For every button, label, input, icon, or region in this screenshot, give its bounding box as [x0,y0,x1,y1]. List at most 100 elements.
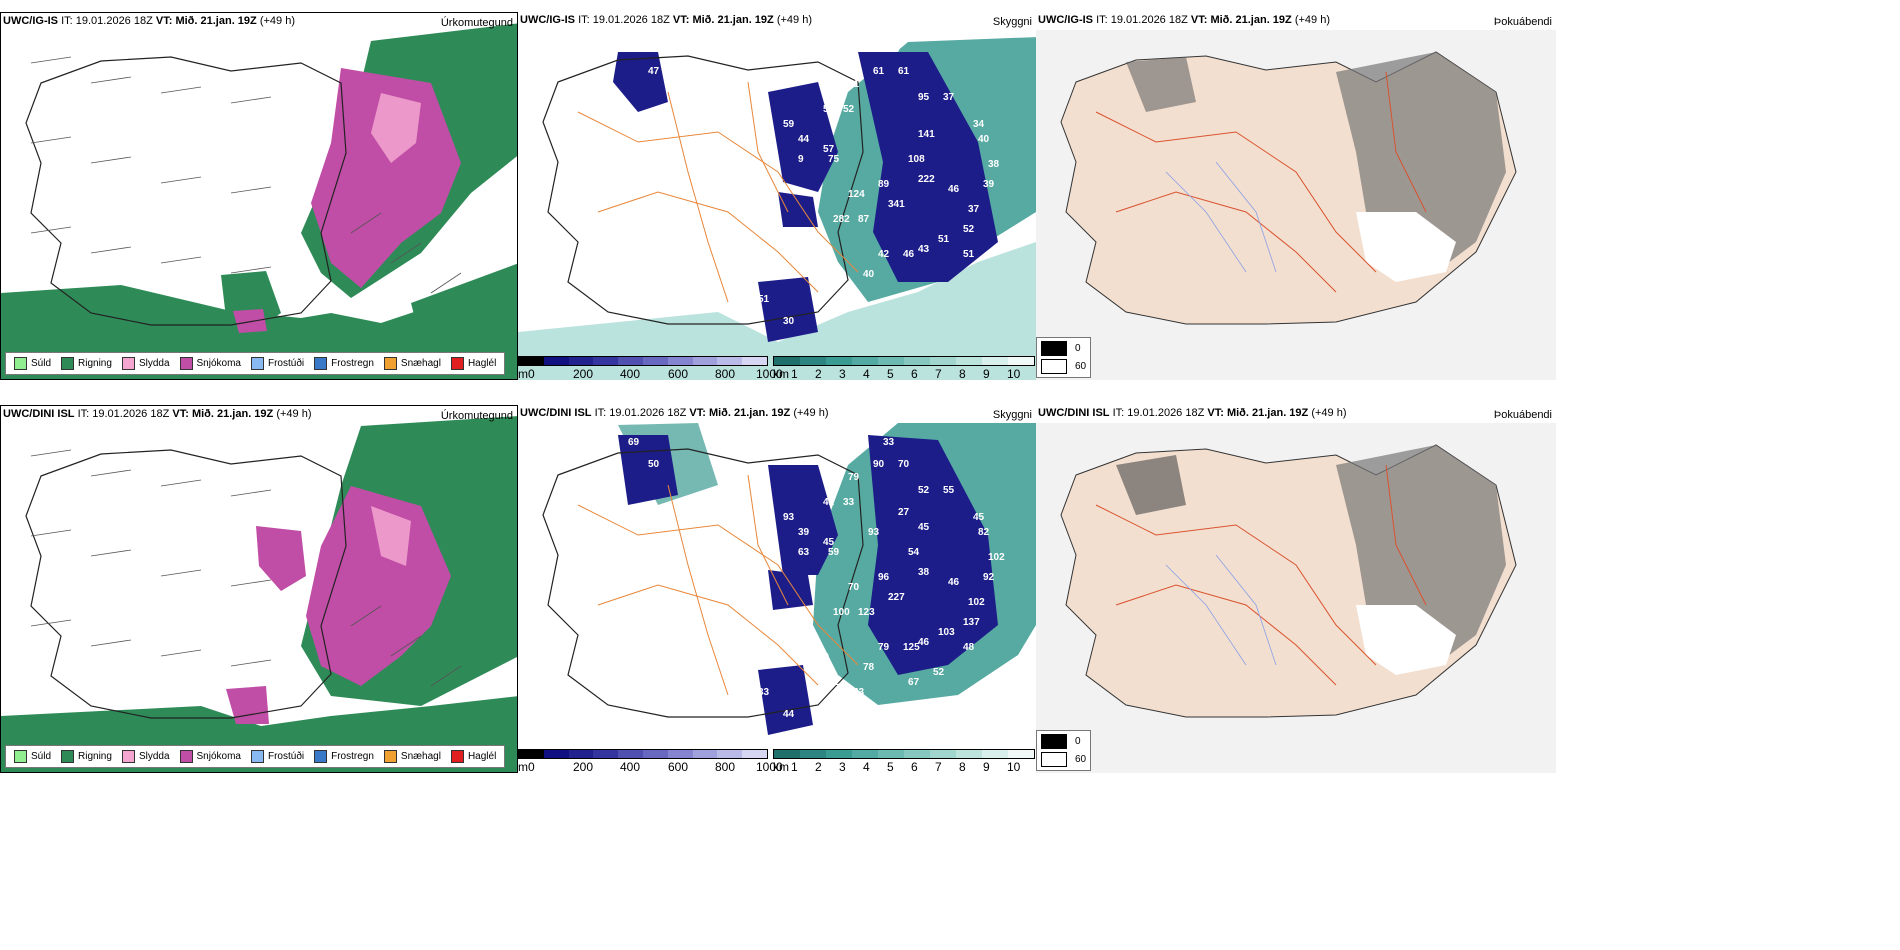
panel-title: Úrkomutegund [440,410,513,422]
legend-item: Frostregn [314,750,374,763]
map-header: UWC/IG-IS IT: 19.01.2026 18Z VT: Mið. 21… [1038,14,1330,26]
elevation-label: 192 [823,677,840,688]
elevation-label: 52 [843,104,855,115]
tick-label: 1000 [756,367,783,380]
fog-legend-max: 60 [1075,754,1087,765]
elevation-label: 51 [938,234,950,245]
precip-type-map-top: UWC/IG-IS IT: 19.01.2026 18Z VT: Mið. 21… [0,12,518,380]
elevation-label: 79 [848,472,860,483]
elevation-label: 47 [648,66,660,77]
elevation-label: 46 [948,184,960,195]
tick-label: 0 [528,760,535,773]
fog-map-graphic [1036,423,1556,773]
elevation-label: 43 [918,244,930,255]
fog-map-graphic [1036,30,1556,380]
tick-label: 400 [620,760,641,773]
tick-label: 10 [1007,367,1021,380]
elevation-label: 39 [983,179,995,190]
tick-label: 6 [911,367,918,380]
map-header: UWC/DINI ISL IT: 19.01.2026 18Z VT: Mið.… [1038,407,1347,419]
tick-label: 5 [887,760,894,773]
elevation-label: 37 [968,204,980,215]
elevation-label: 61 [873,66,885,77]
elevation-label: 222 [918,174,935,185]
height-unit: m [518,760,528,773]
elevation-label: 48 [963,642,975,653]
tick-label: 3 [839,367,846,380]
fog-index-map-top: UWC/IG-IS IT: 19.01.2026 18Z VT: Mið. 21… [1036,12,1556,380]
legend-item: Slydda [121,357,170,370]
elevation-label: 52 [823,104,835,115]
tick-label: 1 [791,760,798,773]
precip-legend: Súld Rigning Slydda Snjókoma Frostúði Fr… [5,352,506,375]
elevation-label: 109 [883,44,900,55]
visibility-unit: km [773,760,789,773]
elevation-label: 46 [918,637,930,648]
elevation-label: 39 [798,527,810,538]
elevation-label: 42 [878,249,890,260]
tick-label: 8 [959,367,966,380]
tick-label: 800 [715,760,736,773]
tick-label: 200 [573,760,594,773]
fog-legend: 0 60 [1036,730,1092,771]
elevation-label: 51 [758,294,770,305]
tick-label: 0 [528,367,535,380]
tick-label: 200 [573,367,594,380]
legend-item: Snjókoma [179,357,241,370]
elevation-label: 123 [858,607,875,618]
elevation-label: 43 [853,687,865,698]
tick-label: 9 [983,367,990,380]
elevation-label: 33 [843,497,855,508]
tick-label: 7 [935,760,942,773]
tick-label: 6 [911,760,918,773]
tick-label: 4 [863,760,870,773]
panel-title: Þokuábendi [1493,409,1552,421]
visibility-unit: km [773,367,789,380]
panel-title: Þokuábendi [1493,16,1552,28]
elevation-label: 90 [873,459,885,470]
elevation-label: 9 [798,154,804,165]
elevation-label: 89 [878,179,890,190]
elevation-label: 102 [988,552,1005,563]
elevation-label: 44 [798,134,810,145]
elevation-label: 61 [898,66,910,77]
elevation-label: 45 [823,537,835,548]
elevation-label: 40 [818,652,830,663]
visibility-colorbar: km 1 2 3 4 5 6 7 8 9 10 [773,749,1035,773]
elevation-label: 92 [983,572,995,583]
elevation-label: 33 [758,687,770,698]
elevation-label: 52 [918,485,930,496]
legend-item: Snjókoma [179,750,241,763]
tick-label: 5 [887,367,894,380]
elevation-label: 40 [863,269,875,280]
elevation-label: 38 [988,159,1000,170]
legend-item: Súld [14,750,51,763]
map-header: UWC/DINI ISL IT: 19.01.2026 18Z VT: Mið.… [3,408,312,420]
elevation-label: 108 [908,154,925,165]
tick-label: 9 [983,760,990,773]
tick-label: 7 [935,367,942,380]
elevation-label: 59 [783,119,795,130]
legend-item: Frostregn [314,357,374,370]
elevation-label: 45 [973,512,985,523]
elevation-label: 75 [828,154,840,165]
elevation-label: 78 [863,662,875,673]
elevation-label: 78 [823,284,835,295]
elevation-label: 44 [783,709,795,720]
elevation-label: 67 [908,677,920,688]
elevation-label: 96 [878,572,890,583]
legend-item: Snæhagl [383,750,441,763]
elevation-label: 52 [963,224,975,235]
elevation-label: 137 [963,617,980,628]
elevation-label: 141 [918,129,935,140]
precip-type-map-bottom: UWC/DINI ISL IT: 19.01.2026 18Z VT: Mið.… [0,405,518,773]
elevation-label: 63 [798,547,810,558]
panel-title: Skyggni [992,409,1032,421]
legend-item: Haglél [450,357,496,370]
tick-label: 400 [620,367,641,380]
elevation-label: 102 [968,597,985,608]
precip-map-graphic [1,23,517,379]
